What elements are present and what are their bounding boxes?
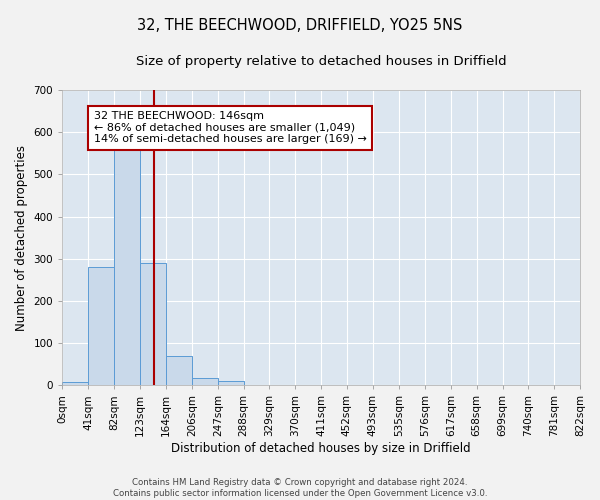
Bar: [218, 382, 244, 386]
Bar: [166, 356, 192, 386]
Bar: [88, 267, 114, 386]
Bar: [140, 263, 166, 386]
Bar: [62, 382, 88, 386]
Text: Contains HM Land Registry data © Crown copyright and database right 2024.
Contai: Contains HM Land Registry data © Crown c…: [113, 478, 487, 498]
Text: 32 THE BEECHWOOD: 146sqm
← 86% of detached houses are smaller (1,049)
14% of sem: 32 THE BEECHWOOD: 146sqm ← 86% of detach…: [94, 111, 367, 144]
Text: 32, THE BEECHWOOD, DRIFFIELD, YO25 5NS: 32, THE BEECHWOOD, DRIFFIELD, YO25 5NS: [137, 18, 463, 32]
X-axis label: Distribution of detached houses by size in Driffield: Distribution of detached houses by size …: [171, 442, 471, 455]
Bar: [192, 378, 218, 386]
Title: Size of property relative to detached houses in Driffield: Size of property relative to detached ho…: [136, 55, 506, 68]
Bar: [114, 147, 140, 386]
Y-axis label: Number of detached properties: Number of detached properties: [15, 144, 28, 330]
